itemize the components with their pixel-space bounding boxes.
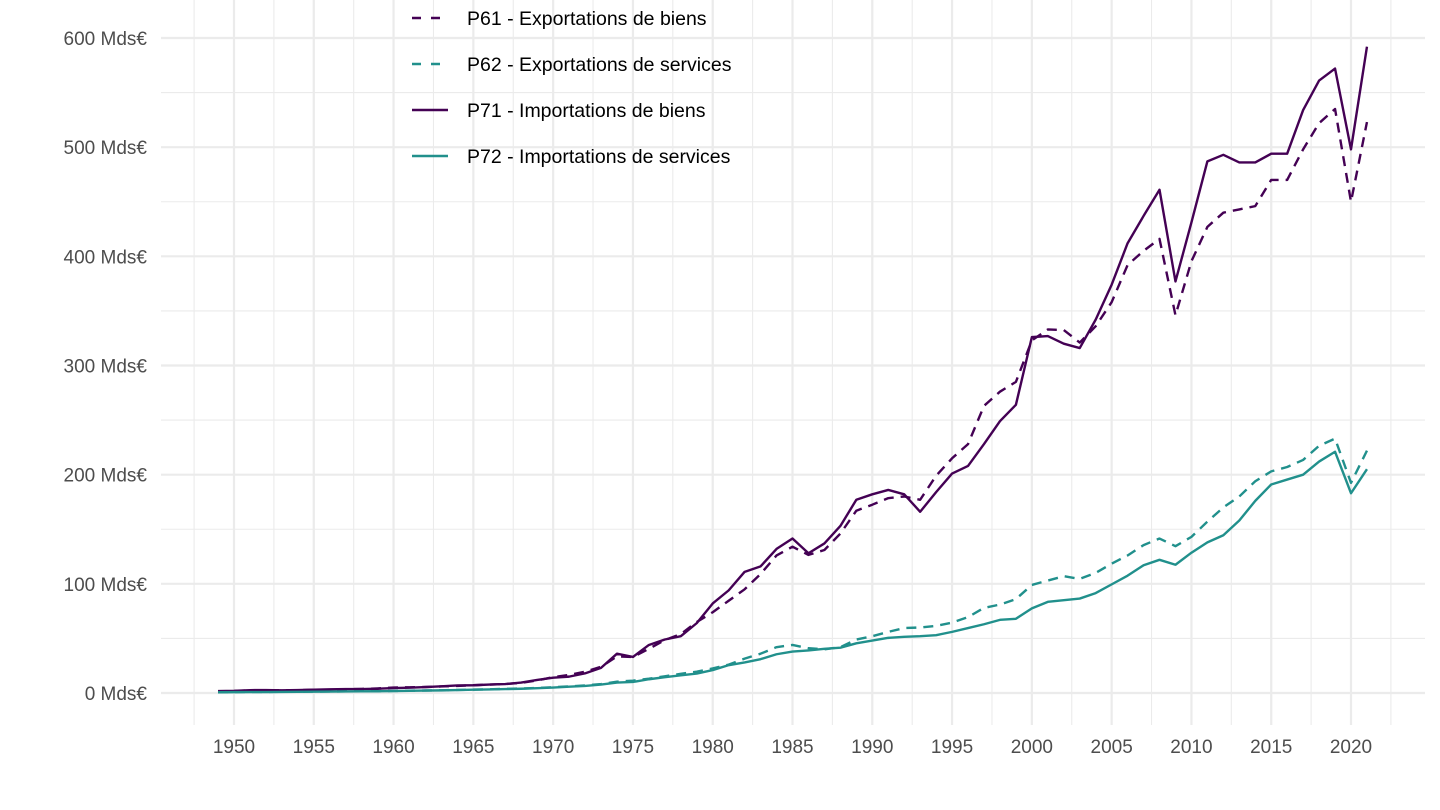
y-tick-label: 300 Mds€ bbox=[64, 357, 148, 378]
x-tick-label: 1980 bbox=[692, 737, 734, 758]
x-tick-label: 1995 bbox=[931, 737, 973, 758]
legend-label: P62 - Exportations de services bbox=[467, 54, 732, 76]
x-axis-tick-labels: 1950 1955 1960 1965 1970 1975 1980 1985 1990 1995… bbox=[213, 737, 1372, 758]
legend-label: P61 - Exportations de biens bbox=[467, 8, 707, 30]
x-tick-label: 2015 bbox=[1250, 737, 1292, 758]
legend: P61 - Exportations de biens P62 - Exporta… bbox=[412, 8, 732, 168]
x-tick-label: 1990 bbox=[851, 737, 893, 758]
major-gridlines bbox=[161, 0, 1425, 725]
series-lines bbox=[218, 46, 1369, 694]
y-axis-tick-labels: 0 Mds€ 100 Mds€ 200 Mds€ 300 Mds€ 400 Mds€ 50… bbox=[64, 29, 148, 705]
y-tick-label: 600 Mds€ bbox=[64, 29, 148, 50]
y-tick-label: 500 Mds€ bbox=[64, 138, 148, 159]
x-tick-label: 2005 bbox=[1091, 737, 1133, 758]
y-tick-label: 100 Mds€ bbox=[64, 575, 148, 596]
x-tick-label: 1975 bbox=[612, 737, 654, 758]
x-tick-label: 2010 bbox=[1170, 737, 1212, 758]
x-tick-label: 2000 bbox=[1011, 737, 1053, 758]
legend-item: P71 - Importations de biens bbox=[412, 100, 706, 122]
legend-item: P61 - Exportations de biens bbox=[412, 8, 707, 30]
x-tick-label: 2020 bbox=[1330, 737, 1372, 758]
legend-item: P62 - Exportations de services bbox=[412, 54, 732, 76]
x-tick-label: 1985 bbox=[771, 737, 813, 758]
x-tick-label: 1965 bbox=[452, 737, 494, 758]
x-tick-label: 1950 bbox=[213, 737, 255, 758]
x-tick-label: 1960 bbox=[372, 737, 414, 758]
legend-label: P71 - Importations de biens bbox=[467, 100, 706, 122]
y-tick-label: 400 Mds€ bbox=[64, 247, 148, 268]
y-tick-label: 200 Mds€ bbox=[64, 466, 148, 487]
legend-label: P72 - Importations de services bbox=[467, 146, 731, 168]
legend-item: P72 - Importations de services bbox=[412, 146, 731, 168]
x-tick-label: 1970 bbox=[532, 737, 574, 758]
series-line-p71 bbox=[218, 46, 1369, 693]
y-tick-label: 0 Mds€ bbox=[85, 684, 148, 705]
x-tick-label: 1955 bbox=[293, 737, 335, 758]
series-line-p72 bbox=[218, 450, 1368, 694]
